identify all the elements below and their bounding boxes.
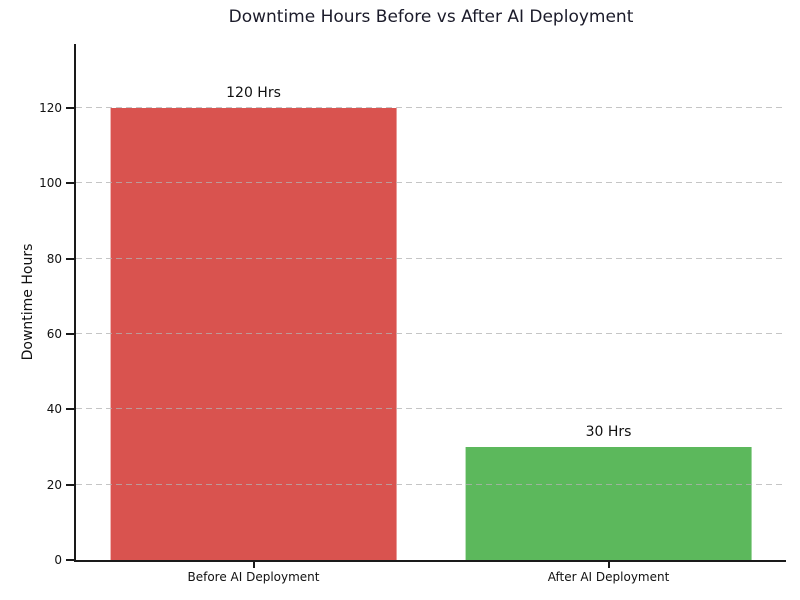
x-tick-label: After AI Deployment <box>547 570 670 584</box>
y-tick-label: 40 <box>46 402 62 417</box>
chart-title: Downtime Hours Before vs After AI Deploy… <box>228 7 634 27</box>
y-tick-mark <box>66 182 74 185</box>
y-tick-mark <box>66 333 74 335</box>
bar-slot: 120 Hrs <box>76 44 431 560</box>
x-tick-mark <box>252 560 255 568</box>
bar-value-label: 30 Hrs <box>585 424 632 441</box>
y-tick-label: 0 <box>54 553 62 567</box>
y-tick-mark <box>66 257 74 260</box>
x-tick-label: Before AI Deployment <box>187 570 320 584</box>
y-tick-label: 60 <box>46 327 62 341</box>
bar-before-ai <box>110 108 397 560</box>
x-tick-mark <box>607 560 610 568</box>
y-tick-mark <box>66 408 74 411</box>
bar-after-ai <box>465 447 752 560</box>
y-axis-spine <box>74 44 76 562</box>
y-tick-mark <box>66 559 74 561</box>
y-tick-mark <box>66 483 74 486</box>
x-axis-spine <box>74 560 786 562</box>
y-tick-mark <box>66 107 74 110</box>
y-tick-label: 80 <box>46 251 62 266</box>
bar-value-label: 120 Hrs <box>226 85 281 102</box>
y-tick-label: 20 <box>46 477 62 492</box>
plot-area: 0 20 40 60 80 100 120 120 Hrs Before AI Deployme… <box>39 44 786 584</box>
bar-slot: 30 Hrs <box>431 44 786 560</box>
y-tick-label: 100 <box>39 176 62 191</box>
y-tick-label: 120 <box>39 101 62 116</box>
